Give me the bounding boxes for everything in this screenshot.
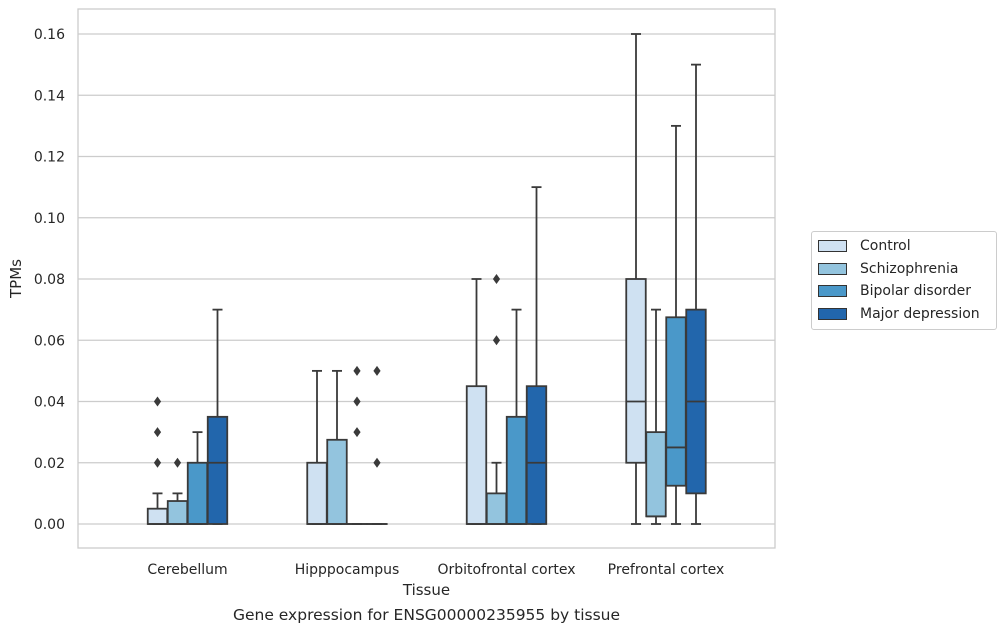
- box-body: [146, 507, 169, 525]
- legend-item: Schizophrenia: [812, 258, 996, 281]
- y-tick-label: 0.02: [34, 456, 65, 472]
- box-body: [525, 385, 548, 525]
- box-schizophrenia: [166, 457, 189, 525]
- y-tick-label: 0.12: [34, 150, 65, 166]
- y-tick-labels: 0.00 0.02 0.04 0.06 0.08 0.10 0.12 0.14 0.16: [34, 27, 65, 533]
- legend-item: Control: [812, 235, 996, 258]
- box-major-depression: [206, 308, 229, 525]
- box-body: [485, 492, 508, 525]
- legend-swatch: [818, 240, 847, 253]
- y-tick-label: 0.06: [34, 333, 65, 349]
- outlier-point: [373, 365, 381, 376]
- box-major-depression: [366, 365, 388, 525]
- box-body: [505, 415, 528, 525]
- y-tick-label: 0.04: [34, 395, 65, 411]
- outlier-point: [173, 457, 182, 468]
- x-tick-label: Prefrontal cortex: [608, 562, 725, 578]
- x-axis-label: Tissue: [402, 581, 450, 599]
- figure-caption: Gene expression for ENSG00000235955 by t…: [232, 606, 621, 624]
- box-body: [665, 316, 687, 487]
- outlier-point: [492, 274, 501, 284]
- y-tick-label: 0.16: [34, 27, 65, 43]
- legend-label: Bipolar disorder: [860, 283, 972, 300]
- outlier-point: [153, 427, 162, 438]
- outlier-point: [153, 396, 162, 407]
- box-body: [625, 278, 647, 464]
- box-body: [326, 438, 348, 525]
- outlier-point: [373, 457, 381, 468]
- x-tick-labels: Cerebellum Hipppocampus Orbitofrontal cort…: [147, 562, 724, 578]
- y-tick-label: 0.08: [34, 272, 65, 288]
- box-body: [645, 431, 667, 518]
- legend-swatch: [818, 285, 847, 298]
- box-series: [146, 33, 707, 525]
- box-schizophrenia: [485, 274, 508, 525]
- box-control: [306, 369, 328, 525]
- legend: Control Schizophrenia Bipolar disorder Majo…: [811, 231, 997, 330]
- box-bipolar-disorder: [186, 431, 209, 525]
- legend-swatch: [818, 307, 847, 320]
- box-schizophrenia: [326, 369, 348, 525]
- y-tick-label: 0.10: [34, 211, 65, 227]
- box-major-depression: [685, 63, 707, 525]
- box-schizophrenia: [645, 308, 667, 525]
- outlier-point: [492, 335, 501, 346]
- x-tick-label: Orbitofrontal cortex: [438, 562, 576, 578]
- box-body: [186, 461, 209, 525]
- box-body: [306, 461, 328, 525]
- legend-label: Control: [860, 238, 911, 255]
- box-body: [465, 385, 488, 525]
- y-tick-label: 0.00: [34, 517, 65, 533]
- outlier-point: [353, 396, 361, 407]
- legend-label: Schizophrenia: [860, 260, 959, 277]
- box-control: [465, 278, 488, 525]
- box-major-depression: [525, 186, 548, 525]
- legend-swatch: [818, 262, 847, 275]
- box-control: [625, 33, 647, 525]
- legend-item: Bipolar disorder: [812, 280, 996, 303]
- y-axis-label: TPMs: [7, 259, 25, 299]
- y-tick-label: 0.14: [34, 88, 65, 104]
- box-body: [206, 415, 229, 525]
- outlier-point: [353, 365, 361, 376]
- x-tick-label: Hipppocampus: [295, 562, 400, 578]
- box-body: [166, 500, 189, 525]
- legend-label: Major depression: [860, 305, 980, 322]
- outlier-point: [353, 427, 361, 438]
- outlier-point: [153, 457, 162, 468]
- plot-area-frame: [77, 8, 776, 549]
- legend-item: Major depression: [812, 303, 996, 326]
- x-tick-label: Cerebellum: [147, 562, 227, 578]
- box-bipolar-disorder: [346, 365, 368, 525]
